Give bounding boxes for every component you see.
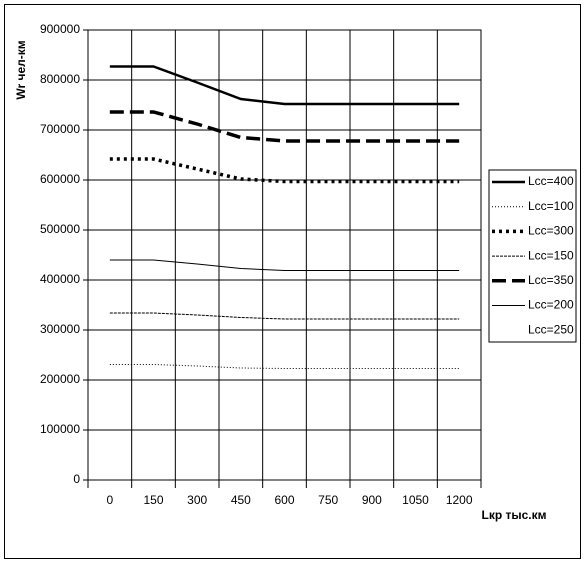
y-tick-label: 300000 <box>40 322 80 336</box>
x-tick-label: 1200 <box>446 493 473 507</box>
legend-label: Lcc=300 <box>528 224 574 238</box>
series-line <box>109 312 460 320</box>
x-tick-label: 600 <box>274 493 294 507</box>
y-tick-label: 900000 <box>40 22 80 36</box>
y-tick-label: 800000 <box>40 72 80 86</box>
legend-label: Lcc=200 <box>528 298 574 312</box>
x-axis-label: Lкр тыс.км <box>481 508 546 522</box>
x-tick-label: 1050 <box>402 493 429 507</box>
y-tick-label: 700000 <box>40 122 80 136</box>
legend-label: Lcc=150 <box>528 248 574 262</box>
x-tick-label: 750 <box>318 493 338 507</box>
legend-label: Lcc=350 <box>528 273 574 287</box>
frame <box>4 4 581 559</box>
series-line <box>109 364 460 369</box>
x-tick-label: 150 <box>143 493 163 507</box>
x-tick-label: 300 <box>187 493 207 507</box>
y-tick-label: 0 <box>73 472 80 486</box>
legend-label: Lcc=400 <box>528 174 574 188</box>
y-tick-label: 600000 <box>40 172 80 186</box>
x-tick-label: 0 <box>106 493 113 507</box>
plot-area <box>87 29 482 481</box>
y-tick-label: 400000 <box>40 272 80 286</box>
y-tick-label: 100000 <box>40 422 80 436</box>
series-line <box>109 157 460 184</box>
y-axis-label: Wr чел-км <box>14 40 28 99</box>
x-tick-label: 450 <box>231 493 251 507</box>
series-line <box>109 259 460 271</box>
x-tick-label: 900 <box>362 493 382 507</box>
legend-box <box>488 169 577 343</box>
y-tick-label: 200000 <box>40 372 80 386</box>
y-tick-label: 500000 <box>40 222 80 236</box>
legend-label: Lcc=250 <box>528 322 574 336</box>
legend-label: Lcc=100 <box>528 199 574 213</box>
series-line <box>109 65 460 106</box>
